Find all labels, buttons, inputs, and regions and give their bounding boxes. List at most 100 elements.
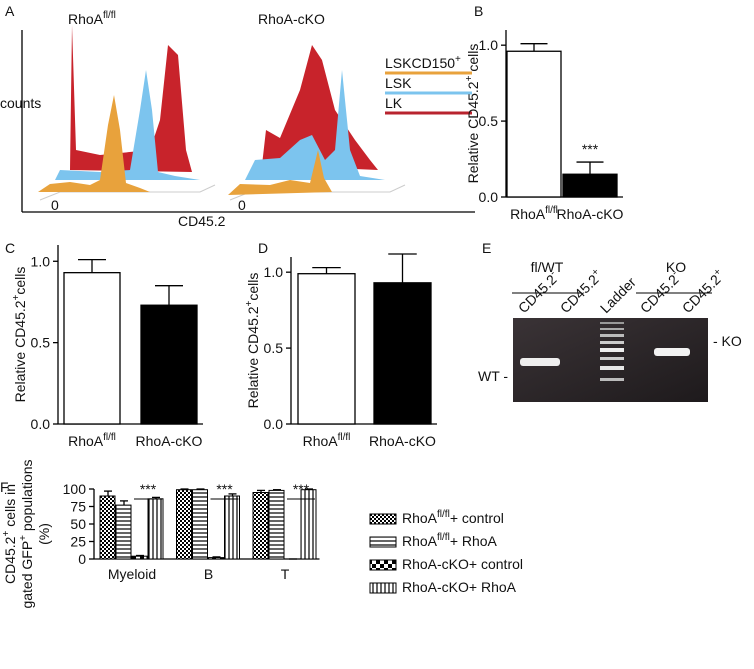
y-axis-label: Relative CD45.2+cells [11, 267, 28, 403]
x-tick-label: RhoA-cKO [557, 206, 624, 222]
y-tick-label: 0.0 [479, 189, 499, 205]
legend-label-text: LK [385, 95, 403, 111]
panel-label: B [474, 3, 483, 19]
y-axis-label-sup: + [464, 75, 475, 81]
x-tick-label-text: RhoA [510, 206, 546, 222]
legend-label: LSK [385, 75, 412, 91]
y-axis-label: (%) [36, 523, 52, 545]
significance-label: *** [582, 141, 599, 157]
y-tick-label: 25 [70, 534, 86, 550]
legend-label: RhoA-cKO+ control [402, 556, 523, 572]
x-tick-label: RhoA-cKO [136, 433, 203, 449]
panel-label: A [5, 3, 15, 19]
bar [147, 498, 164, 560]
panel-label: C [5, 240, 15, 256]
legend-label-sup: + [455, 54, 461, 65]
legend-label-text: RhoA [402, 510, 438, 526]
bar [63, 272, 121, 425]
y-axis-label-tail: cells [245, 273, 261, 301]
histogram-title: RhoA-cKO [258, 11, 325, 27]
group-label: fl/WT [531, 259, 564, 275]
bar [99, 495, 116, 560]
lane-label-text: CD45.2 [679, 271, 724, 316]
y-tick-label: 100 [63, 481, 87, 497]
x-tick-label-text: RhoA [68, 433, 104, 449]
bar [252, 492, 269, 560]
lane-label: Ladder [597, 274, 639, 316]
legend-label: LSKCD150+ [385, 54, 461, 71]
legend-label-text: LSKCD150 [385, 55, 455, 71]
band-label: WT - [478, 368, 508, 384]
x-tick-label: RhoAfl/fl [510, 205, 558, 222]
bar [176, 489, 192, 560]
panel-label: D [258, 240, 268, 256]
panel-label: E [482, 240, 491, 256]
y-axis-label-text: Relative CD45.2 [465, 81, 481, 183]
bar [506, 50, 562, 198]
significance-label: *** [140, 481, 157, 497]
y-axis-label-text: Relative CD45.2 [12, 300, 28, 402]
legend-swatch [369, 536, 397, 548]
legend-label-text: RhoA [402, 533, 438, 549]
lane-label-sup: - [548, 268, 558, 278]
x-tick-label: RhoAfl/fl [303, 432, 351, 449]
gel-band [520, 358, 560, 366]
ladder-band [600, 322, 624, 324]
y-tick-label: 0 [78, 551, 86, 567]
histogram-title: RhoAfl/fl [68, 10, 116, 27]
x-axis-label: CD45.2 [178, 213, 226, 229]
legend-label-text: LSK [385, 75, 412, 91]
y-tick-label: 50 [70, 516, 86, 532]
x-tick-label-text: RhoA-cKO [136, 433, 203, 449]
y-axis-label-text: CD45.2 [2, 536, 18, 584]
ladder-band [600, 328, 624, 330]
bar [224, 495, 240, 560]
y-tick-label: 75 [70, 499, 86, 515]
ladder-band [600, 366, 624, 370]
x-tick-label: RhoA-cKO [369, 433, 436, 449]
gel-band [654, 348, 690, 356]
y-axis-label: Relative CD45.2+cells [244, 273, 261, 409]
lane-label-text: CD45.2 [557, 271, 602, 316]
x-tick-label-sup: fl/fl [103, 432, 116, 443]
legend-label: RhoAfl/fl+ RhoA [402, 532, 498, 549]
ladder-band [600, 348, 624, 352]
significance-label: *** [216, 481, 233, 497]
y-axis-label-tail: populations [19, 459, 35, 535]
zero-label: 0 [51, 197, 59, 213]
y-tick-label: 0.5 [479, 113, 499, 129]
group-label: KO [666, 259, 686, 275]
bar [192, 489, 208, 560]
x-tick-label-text: RhoA-cKO [369, 433, 436, 449]
y-tick-label: 1.0 [264, 264, 284, 280]
x-tick-label-text: RhoA-cKO [557, 206, 624, 222]
histogram-title-text: RhoA-cKO [258, 11, 325, 27]
ladder-band [600, 357, 624, 360]
lsk150-peak [38, 95, 150, 192]
legend-label-tail: + RhoA [450, 533, 498, 549]
bar [131, 555, 148, 560]
legend-label-tail: + control [450, 510, 504, 526]
legend-label-text: RhoA-cKO+ control [402, 556, 523, 572]
y-axis-label: gated GFP+ populations [18, 459, 35, 608]
y-axis-label-text: gated GFP [19, 541, 35, 609]
lsk150-peak [228, 150, 332, 195]
legend-label: RhoA-cKO+ RhoA [402, 579, 517, 595]
legend-swatch [369, 559, 397, 571]
x-tick-label: T [281, 566, 290, 582]
histogram-illustration [21, 25, 475, 213]
zero-label: 0 [238, 197, 246, 213]
ladder-band [600, 378, 624, 381]
y-axis-label: CD45.2+ cells in [1, 484, 18, 584]
x-tick-label: RhoAfl/fl [68, 432, 116, 449]
lsk-peak [245, 70, 385, 180]
x-tick-label-text: RhoA [303, 433, 339, 449]
y-tick-label: 0.0 [264, 416, 284, 432]
bar [115, 504, 132, 560]
legend-label: LK [385, 95, 403, 111]
y-tick-label: 0.0 [31, 416, 51, 432]
x-tick-label-sup: fl/fl [338, 432, 351, 443]
band-label: - KO [713, 333, 742, 349]
y-axis-label: Relative CD45.2+ cells [464, 44, 481, 184]
